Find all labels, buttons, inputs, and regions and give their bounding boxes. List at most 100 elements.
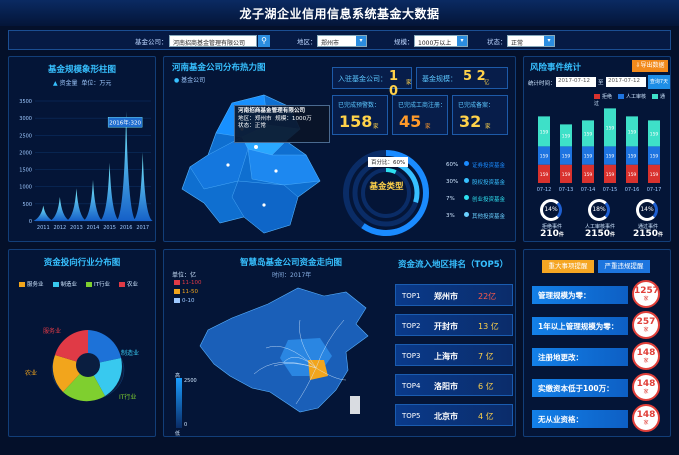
- scale-value: 1000万以上: [418, 40, 452, 47]
- filter-bar: 基金公司： 河南招商基金管理有限公司 ⚲ 地区： 郑州市 ▾ 规模： 1000万以…: [8, 30, 671, 50]
- y-tick-label: 3000: [19, 116, 32, 122]
- risk-summary-unit: 件: [610, 232, 616, 238]
- legend-label: 11-100: [182, 280, 202, 286]
- fund-scale-title: 基金规模象形柱图: [47, 65, 116, 75]
- stat-reg-label: 已完成备案：: [458, 102, 495, 109]
- rank-row[interactable]: TOP5 北京市 4 亿: [395, 404, 513, 426]
- stat-in-companies: 入驻基金公司： 1 0 家: [332, 67, 412, 99]
- stat-warn-unit: 家: [373, 124, 379, 130]
- rank-value: 13 亿: [478, 322, 499, 331]
- status-label: 状态：: [487, 38, 507, 46]
- alarm-item[interactable]: 无从业资格：: [532, 410, 628, 428]
- company-input[interactable]: 河南招商基金管理有限公司: [169, 35, 257, 47]
- risk-bar-label: 159: [584, 154, 593, 160]
- fund-type-pct: 3%: [446, 213, 455, 219]
- legend-item: 制造业: [52, 282, 77, 288]
- stat-scale-label: 基金规模：: [422, 75, 457, 83]
- fund-type-tooltip: 百分比：60%: [368, 157, 409, 167]
- rank-number: TOP5: [402, 412, 421, 420]
- fund-scale-legend: ▲ 资金量 单位：万元: [53, 78, 111, 87]
- scale-select[interactable]: 1000万以上 ▾: [414, 35, 468, 47]
- rank-row[interactable]: TOP2 开封市 13 亿: [395, 314, 513, 336]
- y-tick-label: 2500: [19, 133, 32, 139]
- alarm-item[interactable]: 注册地更改：: [532, 348, 628, 366]
- industry-label-service: 服务业: [43, 328, 62, 335]
- risk-bar: [626, 116, 638, 147]
- alarm-item[interactable]: 1年以上管理规模为零：: [532, 317, 628, 335]
- rank-row[interactable]: TOP1 郑州市 22亿: [395, 284, 513, 306]
- region-label: 地区：: [297, 38, 317, 46]
- risk-bar: [560, 146, 572, 165]
- legend-swatch: [174, 289, 180, 294]
- china-flow-map[interactable]: [196, 280, 386, 430]
- flow-year: 时间：2017年: [272, 272, 312, 279]
- fund-type-dot: [464, 178, 469, 183]
- rank-row[interactable]: TOP4 洛阳市 6 亿: [395, 374, 513, 396]
- fund-type-name: 创业投资基金: [472, 197, 506, 203]
- status-select[interactable]: 正常 ▾: [507, 35, 555, 47]
- alarm-unit: 家: [643, 296, 649, 302]
- bar: [33, 205, 54, 221]
- page-title: 龙子湖企业信用信息系统基金大数据: [239, 7, 440, 21]
- risk-bar: [604, 108, 616, 147]
- alarm-item[interactable]: 管理规模为零：: [532, 286, 628, 304]
- alarm-count: 257: [636, 317, 656, 327]
- legend-swatch: [52, 282, 59, 287]
- risk-summary: 14% 拒绝事件 210件 18% 人工审核事件 2150件 14% 通过事件 2150件: [524, 199, 672, 243]
- industry-title: 资金投向行业分布图: [43, 258, 121, 268]
- x-tick-label: 07-16: [625, 187, 640, 193]
- date-from-input[interactable]: 2017-07-12: [556, 77, 596, 87]
- stat-in-value: 1 0: [389, 69, 399, 99]
- alarm-count: 148: [636, 348, 656, 358]
- fund-type-item: 7% 创业投资基金: [446, 193, 516, 210]
- x-tick-label: 2014: [87, 225, 100, 231]
- rank-city: 郑州市: [434, 292, 458, 301]
- tab-serious-violations[interactable]: 严重违规提醒: [598, 260, 650, 273]
- risk-bar-label: 159: [584, 172, 593, 178]
- y-tick-label: 2000: [19, 150, 32, 156]
- alarm-count: 148: [636, 379, 656, 389]
- x-tick-label: 07-12: [537, 187, 552, 193]
- rank-value: 22亿: [478, 292, 497, 301]
- legend-label: 11-50: [182, 289, 198, 295]
- fund-type-pct: 7%: [446, 196, 455, 202]
- legend-label: 人工审核: [626, 94, 647, 100]
- risk-summary-label: 通过事件: [637, 224, 658, 230]
- search-icon[interactable]: ⚲: [258, 35, 270, 47]
- query-button[interactable]: 查询7天: [648, 75, 670, 89]
- stat-scale-unit: 亿: [484, 80, 490, 86]
- legend-item: 拒绝: [594, 94, 612, 100]
- risk-bar: [626, 146, 638, 165]
- scale-label: 规模：: [394, 38, 414, 46]
- tab-major-events[interactable]: 重大事项提醒: [542, 260, 594, 273]
- industry-label-manu: 制造业: [121, 350, 140, 357]
- x-tick-label: 2017: [136, 225, 149, 231]
- rank-city: 开封市: [434, 322, 458, 331]
- fund-type-pct: 60%: [446, 162, 459, 168]
- risk-chart: 159 159 159 07-12 159 159 159 07-13 159 159 159 07-…: [537, 108, 661, 193]
- risk-bar: [648, 120, 660, 147]
- date-to-input[interactable]: 2017-07-12: [606, 77, 646, 87]
- flow-legend: 11-100 11-50 0-10: [174, 280, 224, 307]
- stat-scale-value: 5 2: [463, 69, 486, 84]
- stat-check-unit: 家: [425, 124, 431, 130]
- region-select[interactable]: 郑州市 ▾: [317, 35, 367, 47]
- rank-row[interactable]: TOP3 上海市 7 亿: [395, 344, 513, 366]
- alarm-item[interactable]: 实缴资本低于100万：: [532, 379, 628, 397]
- industry-label-agri: 农业: [25, 370, 38, 377]
- stat-fund-scale: 基金规模： 5 2 亿: [416, 67, 508, 89]
- risk-bar-label: 159: [562, 172, 571, 178]
- fund-scale-panel: 基金规模象形柱图 ▲ 资金量 单位：万元 3500 3000 2500 2000 150…: [8, 56, 156, 242]
- risk-bar: [626, 164, 638, 183]
- fund-type-dot: [464, 195, 469, 200]
- stat-reg-unit: 家: [485, 124, 491, 130]
- stat-warn-value: 158: [339, 112, 373, 131]
- map-tooltip: 河南招商基金管理有限公司 地区：郑州市 规模：1000万 状态：正常: [234, 105, 330, 143]
- risk-summary-value: 2150件: [626, 229, 670, 239]
- flow-title: 智慧岛基金公司资金走向图: [240, 258, 343, 268]
- bar: [49, 197, 70, 221]
- risk-summary-number: 210: [540, 229, 559, 239]
- x-tick-label: 2013: [70, 225, 83, 231]
- risk-bar: [560, 164, 572, 183]
- export-button[interactable]: ⇩导出数据: [632, 60, 668, 72]
